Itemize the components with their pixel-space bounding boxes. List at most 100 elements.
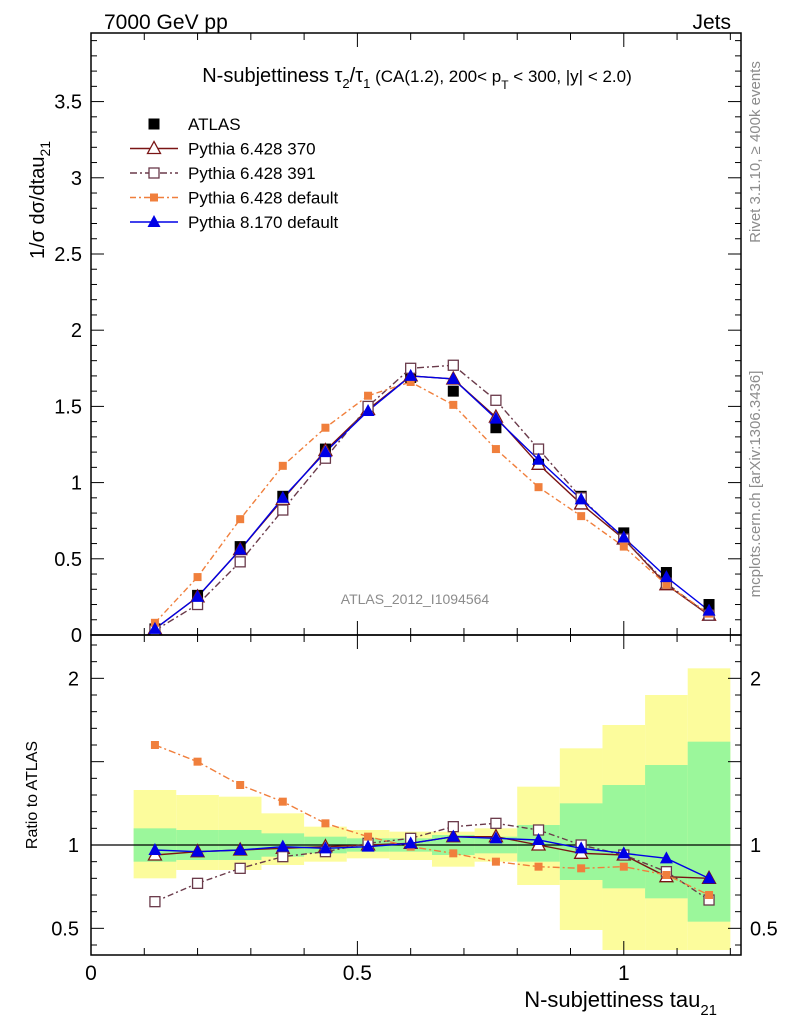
mc-point [447,359,459,371]
ratio-point [191,844,205,857]
legend-label: Pythia 6.428 default [188,189,339,208]
legend-marker [148,118,160,130]
y-tick-label: 1.5 [54,396,82,418]
mc-point [532,443,545,455]
x-tick-label: 0 [85,962,97,985]
analysis-label: ATLAS_2012_I1094564 [341,591,490,607]
mc-point [702,603,716,616]
mc-point [490,394,502,406]
mc-point [193,573,202,582]
ratio-y-tick-label: 0.5 [51,918,79,940]
ratio-point [321,819,330,828]
ratio-point [617,846,631,859]
ratio-point [236,781,245,789]
y-tick-label: 0.5 [54,549,82,571]
ratio-y-tick-label-right: 0.5 [750,918,778,940]
ratio-y-tick-label: 2 [68,668,79,690]
legend: ATLAS Pythia 6.428 370 Pythia 6.428 391 Pyt… [130,115,339,232]
top-panel-series [147,359,717,635]
ratio-y-tick-label-right: 2 [750,668,761,690]
ratio-point [361,839,375,852]
ratio-point [234,862,246,874]
band-stat-bin [602,785,646,889]
mc-point [321,423,330,432]
ratio-point [659,851,673,864]
ratio-point [489,831,503,844]
mc-point [404,368,418,381]
y-tick-label: 1 [71,473,82,495]
y-tick-label: 0 [71,625,82,647]
ratio-point [276,839,290,852]
ratio-point [534,862,543,871]
ratio-point [619,862,628,871]
ratio-panel-series [147,741,717,908]
ratio-bands [133,668,731,950]
ratio-point [705,891,714,899]
ratio-point [449,849,458,858]
legend-label: Pythia 8.170 default [188,213,339,232]
mc-point [276,490,290,503]
ratio-point [193,757,202,766]
ratio-point [446,829,460,842]
mc-point [446,371,460,384]
legend-label: Pythia 6.428 391 [188,164,316,183]
mc-point [148,621,162,634]
ratio-point [577,864,586,873]
rivet-note: Rivet 3.1.10, ≥ 400k events [747,61,764,243]
mc-point [361,403,375,416]
ratio-point [702,871,716,884]
mc-point [233,542,247,555]
mc-point [449,400,458,409]
y-tick-label: 2.5 [54,244,82,266]
header-left: 7000 GeV pp [104,11,228,34]
mc-point [191,589,205,602]
ratio-point [491,857,500,866]
y-tick-label: 3 [71,168,82,190]
mc-point [532,452,546,465]
ratio-point [490,817,502,829]
legend-label: ATLAS [188,115,241,134]
legend-marker [147,215,161,227]
ratio-y-tick-label-right: 1 [750,835,761,857]
mc-point [659,570,673,583]
mc-point [406,378,415,387]
mc-point [574,492,588,505]
mc-point [489,411,503,424]
ratio-point [318,841,332,854]
ratio-point [662,871,671,879]
ratio-point [149,896,161,908]
mc-point [318,445,332,458]
legend-marker [150,193,158,202]
x-axis-label: N-subjettiness tau21 [524,987,717,1019]
header-right: Jets [692,11,731,34]
data-point [447,385,459,397]
mc-point [619,542,628,551]
ratio-line [154,822,710,903]
mc-point [617,530,631,543]
mc-point [278,461,287,470]
series-line [154,375,710,630]
ratio-point [574,841,588,854]
ratio-point [150,741,159,749]
mc-point [577,512,586,521]
y-tick-label: 3.5 [54,92,82,114]
ratio-point [364,832,373,841]
mc-point [277,504,289,516]
data-point [490,422,502,434]
x-tick-label: 1 [618,962,630,985]
mc-point [236,515,245,524]
y-tick-label: 2 [71,320,82,342]
ratio-point [148,843,162,855]
ratio-line [154,744,710,896]
ratio-line [154,835,710,879]
ratio-point [404,836,418,849]
series-line [154,381,710,624]
ratio-point [278,797,287,806]
legend-marker [146,140,162,155]
ratio-y-tick-label: 1 [68,835,79,857]
ratio-point [191,877,204,889]
ratio-y-axis-label: Ratio to ATLAS [24,741,41,849]
legend-label: Pythia 6.428 370 [188,140,316,159]
series-line [154,364,710,632]
